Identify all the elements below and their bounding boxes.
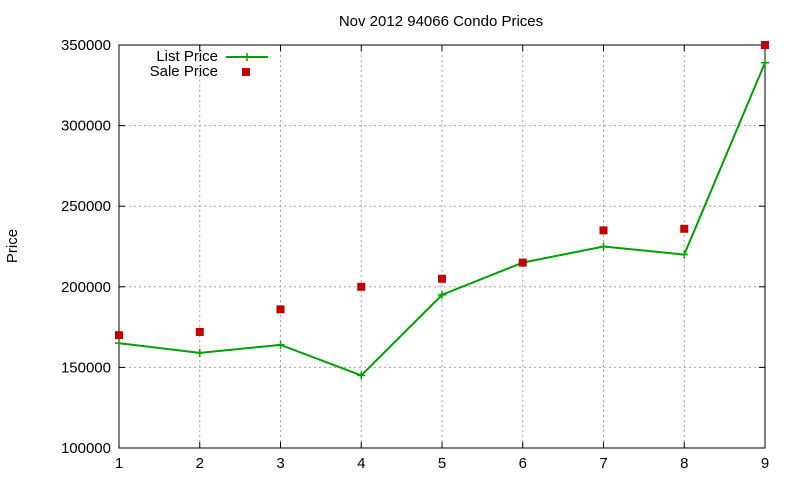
- y-tick-label-250000: 250000: [61, 198, 111, 215]
- sale-price-point-3: [276, 305, 285, 314]
- x-tick-label-3: 3: [276, 455, 284, 472]
- legend-label-list-price: List Price: [156, 48, 218, 65]
- sale-price-point-5: [438, 274, 446, 283]
- y-tick-label-150000: 150000: [61, 359, 111, 376]
- x-tick-label-9: 9: [761, 455, 769, 472]
- grid-lines: [119, 45, 765, 448]
- legend-sample-list-price: [226, 53, 268, 61]
- legend-marker-sale-price: [242, 68, 250, 76]
- x-tick-label-4: 4: [357, 455, 365, 472]
- chart-title: Nov 2012 94066 Condo Prices: [339, 13, 543, 30]
- sale-price-point-2: [195, 327, 204, 336]
- y-tick-label-300000: 300000: [61, 118, 111, 135]
- y-tick-label-200000: 200000: [61, 279, 111, 296]
- list-price-point-5: [438, 290, 446, 299]
- sale-price-point-7: [599, 226, 608, 235]
- x-tick-label-6: 6: [519, 455, 527, 472]
- sale-price-point-8: [680, 224, 689, 233]
- x-tick-label-1: 1: [115, 455, 123, 472]
- legend-sample-sale-price: [242, 68, 250, 76]
- x-tick-label-7: 7: [599, 455, 607, 472]
- x-tick-label-8: 8: [680, 455, 688, 472]
- list-price-point-7: [599, 242, 608, 251]
- list-price-point-8: [680, 250, 689, 259]
- list-price-point-2: [195, 348, 204, 357]
- list-price-point-4: [357, 371, 366, 380]
- x-tick-label-5: 5: [438, 455, 446, 472]
- list-price-point-1: [115, 339, 123, 348]
- tick-labels: 100000 150000 200000 250000 300000 350000 1 2 3 4…: [61, 37, 769, 472]
- legend: List Price Sale Price: [150, 48, 268, 80]
- sale-price-point-1: [115, 331, 123, 340]
- x-tick-label-2: 2: [196, 455, 204, 472]
- list-price-point-3: [276, 340, 285, 349]
- sale-price-point-4: [357, 282, 366, 291]
- list-price-point-9: [761, 58, 769, 67]
- sale-price-point-9: [761, 41, 769, 49]
- y-axis-label: Price: [4, 229, 21, 263]
- sale-price-point-6: [518, 258, 527, 267]
- legend-label-sale-price: Sale Price: [150, 63, 218, 80]
- y-tick-label-350000: 350000: [61, 37, 111, 54]
- series-layer: [115, 41, 769, 380]
- series-line-list-price: [118, 62, 766, 377]
- legend-marker-list-price: [243, 53, 251, 61]
- y-tick-label-100000: 100000: [61, 440, 111, 457]
